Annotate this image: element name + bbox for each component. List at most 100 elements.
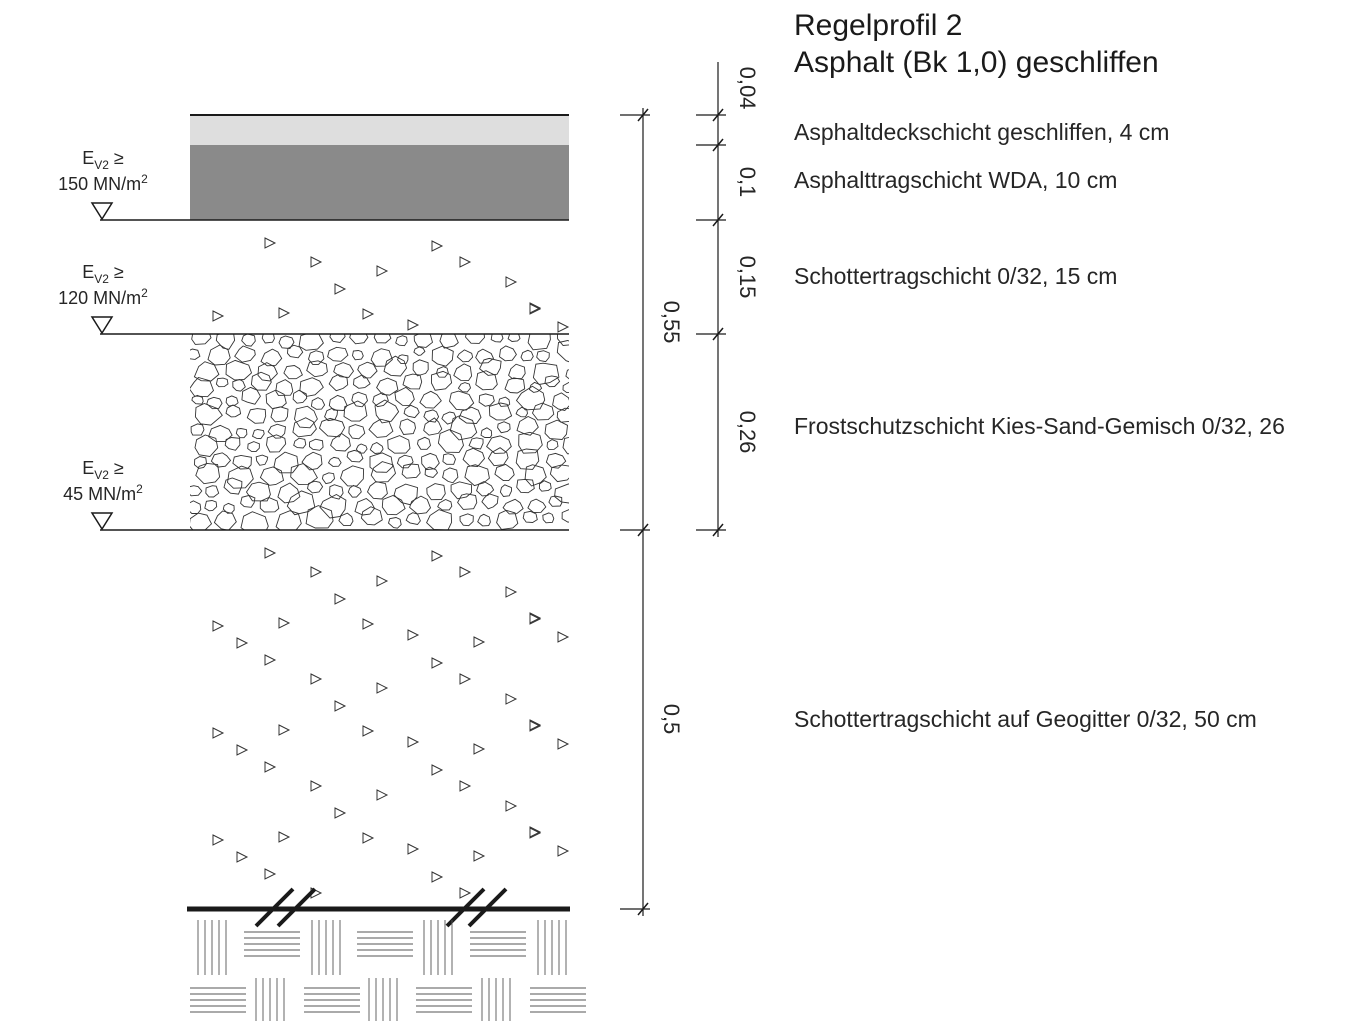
cobble-stone <box>393 483 418 506</box>
title-line-1: Regelprofil 2 <box>794 9 962 42</box>
ev2-label-3-line2: 45 MN/m2 <box>63 482 143 504</box>
cobble-stone <box>261 334 275 344</box>
asphalt-surface-layer <box>190 115 569 145</box>
cobble-stone <box>516 415 539 436</box>
cobble-stone <box>508 363 526 380</box>
cobble-stone <box>250 371 272 391</box>
cobble-stone <box>436 366 449 378</box>
cobble-stone <box>190 376 215 398</box>
inverted-triangle-icon <box>90 202 114 221</box>
gravel-mark <box>278 724 291 736</box>
cobble-stone <box>387 517 402 529</box>
cobble-stone <box>487 447 509 467</box>
gravel-mark <box>431 240 444 252</box>
cobble-stone <box>565 369 569 380</box>
cobble-stone <box>516 478 535 494</box>
cobble-stone <box>426 509 453 530</box>
cobble-stone <box>439 334 459 349</box>
cobble-stone <box>490 334 504 343</box>
cobble-stone <box>549 464 569 483</box>
cobble-stone <box>515 448 540 470</box>
cobble-stone <box>497 421 511 434</box>
gravel-mark <box>505 693 518 705</box>
gravel-mark <box>236 744 249 756</box>
cobble-stone <box>576 387 601 407</box>
subsoil-hatch <box>190 920 586 1021</box>
cobble-stone <box>462 447 486 467</box>
cobble-stone <box>456 349 474 363</box>
cobble-stone <box>190 500 202 514</box>
cobble-stone <box>321 472 335 485</box>
cobble-stone <box>502 498 524 515</box>
cobble-stone <box>224 437 241 451</box>
cobble-stone <box>449 415 478 441</box>
gravel-mark <box>264 654 277 666</box>
cobble-stone <box>307 480 324 494</box>
cobble-stone <box>396 354 409 365</box>
cobble-stone <box>475 370 498 391</box>
cobble-stone <box>395 335 408 347</box>
cobble-stone <box>527 498 547 513</box>
cobble-stone <box>522 510 538 523</box>
cobble-stone <box>475 348 495 364</box>
gravel-mark <box>334 807 347 819</box>
cobble-stone <box>531 402 555 421</box>
cobble-stone <box>401 463 421 479</box>
gravel-mark <box>376 682 389 694</box>
gravel-mark <box>529 719 542 731</box>
layer-label-asphalt-base: Asphalttragschicht WDA, 10 cm <box>794 167 1117 193</box>
gravel-mark <box>431 550 444 562</box>
cobble-stone <box>190 485 203 497</box>
cobble-stone <box>405 512 421 525</box>
gravel-mark <box>264 868 277 880</box>
gravel-mark <box>473 636 486 648</box>
cobble-stone <box>423 417 443 436</box>
cobble-stone <box>290 463 318 486</box>
cobble-stone <box>496 509 519 530</box>
gravel-mark <box>376 265 389 277</box>
cobble-stone <box>457 382 472 393</box>
cobble-stone <box>223 477 243 495</box>
cobble-stone <box>283 365 303 380</box>
gravel-mark <box>407 736 420 748</box>
layer-label-asphalt-surface: Asphaltdeckschicht geschliffen, 4 cm <box>794 119 1169 145</box>
dimension-line-layers <box>696 62 726 537</box>
cobble-stone <box>215 334 236 350</box>
cobble-stone <box>369 441 384 454</box>
dimension-layer-2: 0,1 <box>735 167 760 198</box>
cobble-stone <box>191 334 212 345</box>
cobble-stone <box>546 439 559 450</box>
cobble-stone <box>479 357 502 376</box>
cobble-stone <box>542 512 555 524</box>
cobble-stone <box>270 406 289 423</box>
cobble-stone <box>370 348 393 367</box>
cobble-stone <box>234 345 256 363</box>
cobble-stone <box>442 453 456 465</box>
gravel-mark <box>505 586 518 598</box>
cobble-stone <box>308 350 325 365</box>
cobble-stone <box>343 400 368 422</box>
cobble-stone <box>301 451 323 471</box>
cobble-stone <box>548 495 563 507</box>
gravel-mark <box>334 593 347 605</box>
cobble-stone <box>275 510 302 530</box>
cobble-stone <box>292 417 317 438</box>
cobble-stone <box>293 437 307 449</box>
gravel-mark <box>362 725 375 737</box>
cobble-stone <box>437 498 453 511</box>
cobble-stone <box>353 374 371 389</box>
cobble-stone <box>394 386 415 406</box>
gravel-mark <box>505 800 518 812</box>
gravel-mark <box>407 629 420 641</box>
gravel-mark <box>459 673 472 685</box>
cobble-stone <box>352 350 364 361</box>
cobble-stone <box>328 394 348 411</box>
cobble-stone <box>195 462 221 485</box>
dimension-total-lower: 0,5 <box>659 704 684 735</box>
cobble-stone <box>423 409 440 423</box>
cobble-stone <box>441 411 457 425</box>
cobble-stone <box>498 396 511 407</box>
gravel-mark <box>278 831 291 843</box>
cobble-stone <box>225 404 242 418</box>
